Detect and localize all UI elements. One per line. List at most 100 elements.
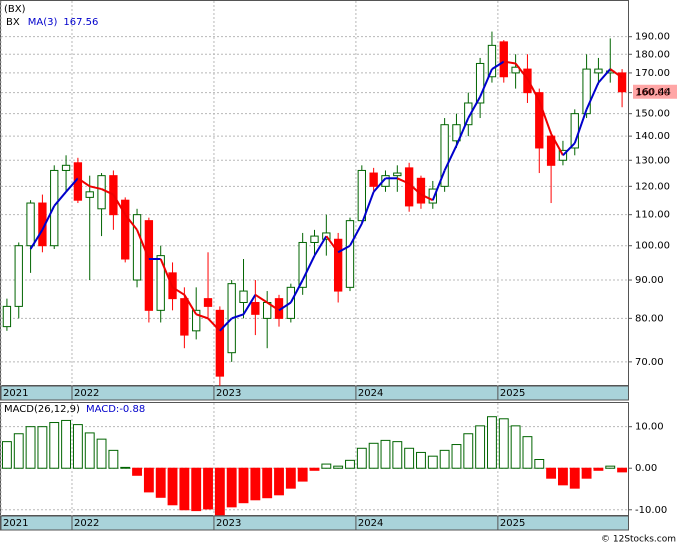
ma-segment — [538, 100, 553, 135]
candle-body — [333, 238, 343, 292]
candle-body — [132, 214, 142, 281]
candle-body — [85, 191, 94, 198]
macd-bar — [13, 433, 24, 469]
macd-bar — [534, 459, 545, 469]
ma-segment — [301, 255, 316, 281]
macd-bar — [108, 449, 119, 469]
legend-ma-value: 167.56 — [63, 17, 98, 28]
candle-body — [617, 72, 627, 93]
macd-bar — [214, 467, 225, 516]
candle-body — [357, 169, 366, 222]
macd-bar — [404, 447, 415, 469]
candle-body — [440, 124, 449, 187]
macd-bar — [581, 467, 592, 479]
ma-segment — [408, 182, 422, 196]
macd-bar — [250, 467, 261, 501]
x-tick-label: 2025 — [500, 388, 525, 399]
candle-body — [121, 199, 130, 260]
ma-segment — [41, 205, 56, 231]
legend-ma: MA(3) — [28, 17, 58, 28]
candle-body — [345, 220, 355, 288]
candle-body — [156, 255, 165, 311]
y-tick-label: 70.00 — [635, 357, 664, 368]
macd-bar — [569, 467, 580, 489]
macd-bar — [84, 432, 95, 469]
macd-bar — [463, 433, 474, 469]
candle-body — [535, 92, 544, 149]
ma-segment — [136, 229, 150, 260]
candle-body — [369, 172, 378, 187]
macd-bar — [37, 426, 48, 469]
macd-bar — [274, 467, 284, 496]
ma-segment — [479, 68, 493, 98]
y-tick-label: 10.00 — [635, 422, 664, 433]
candle-body — [298, 241, 307, 288]
candle-body — [582, 68, 591, 115]
x-tick-label: 2022 — [74, 518, 99, 529]
macd-bar — [285, 467, 296, 489]
macd-bar — [61, 419, 72, 469]
macd-bar — [546, 467, 557, 479]
candle-body — [14, 245, 23, 307]
ma-segment — [349, 223, 363, 247]
macd-name: MACD(26,12,9) — [4, 404, 80, 415]
ma-segment — [183, 294, 198, 315]
candle-body — [239, 290, 248, 303]
y-tick-label: 160.00 — [635, 88, 670, 99]
macd-bar — [167, 467, 178, 506]
ma-segment — [585, 82, 600, 110]
title: (BX) — [4, 4, 26, 15]
macd-value: -0.88 — [119, 404, 145, 415]
x-tick-label: 2022 — [74, 388, 99, 399]
macd-legend: MACD(26,12,9) MACD:-0.88 — [4, 404, 145, 415]
macd-bar — [617, 467, 628, 473]
last-price-label: 160.44 — [636, 87, 671, 98]
candle-body — [558, 149, 568, 161]
macd-bar — [96, 438, 107, 469]
macd-bar — [475, 425, 486, 469]
ma-segment — [372, 177, 387, 193]
ma-segment — [443, 145, 458, 171]
ma-segment — [219, 317, 233, 332]
macd-bar — [498, 418, 509, 469]
candle-body — [2, 305, 12, 328]
ma-segment — [101, 188, 114, 196]
ma-segment — [467, 96, 481, 119]
macd-bar — [203, 467, 213, 510]
y-tick-label: 100.00 — [635, 241, 670, 252]
y-tick-label: 120.00 — [635, 181, 670, 192]
candle-body — [464, 102, 473, 126]
y-tick-label: 90.00 — [635, 275, 664, 286]
ma-segment — [77, 177, 91, 188]
ma-segment — [431, 170, 446, 201]
last-price-box — [633, 84, 677, 99]
ma-segment — [124, 214, 138, 231]
macd-bar — [1, 441, 12, 469]
candle-body — [428, 188, 437, 204]
ma-segment — [550, 133, 564, 156]
macd-bar — [416, 451, 426, 469]
macd-bar — [427, 455, 438, 469]
candle-body — [452, 124, 461, 142]
macd-bar — [593, 467, 604, 471]
ma-segment — [112, 194, 127, 216]
macd-bar — [226, 467, 237, 508]
ma-segment — [195, 313, 209, 320]
ma-segment — [254, 293, 268, 304]
ma-segment — [289, 279, 304, 303]
ma-segment — [231, 313, 244, 320]
x-tick-label: 2021 — [3, 388, 28, 399]
macd-bar — [49, 422, 60, 469]
x-tick-label: 2023 — [216, 388, 241, 399]
x-tick-label: 2024 — [358, 518, 383, 529]
ma-segment — [172, 286, 185, 296]
macd-bar — [522, 436, 533, 469]
macd-bar — [120, 466, 131, 469]
price-frame — [0, 0, 629, 386]
candle-body — [97, 175, 106, 210]
ma-segment — [337, 244, 351, 254]
candle-body — [215, 309, 225, 377]
macd-bar — [356, 447, 367, 469]
y-tick-label: 110.00 — [635, 210, 670, 221]
